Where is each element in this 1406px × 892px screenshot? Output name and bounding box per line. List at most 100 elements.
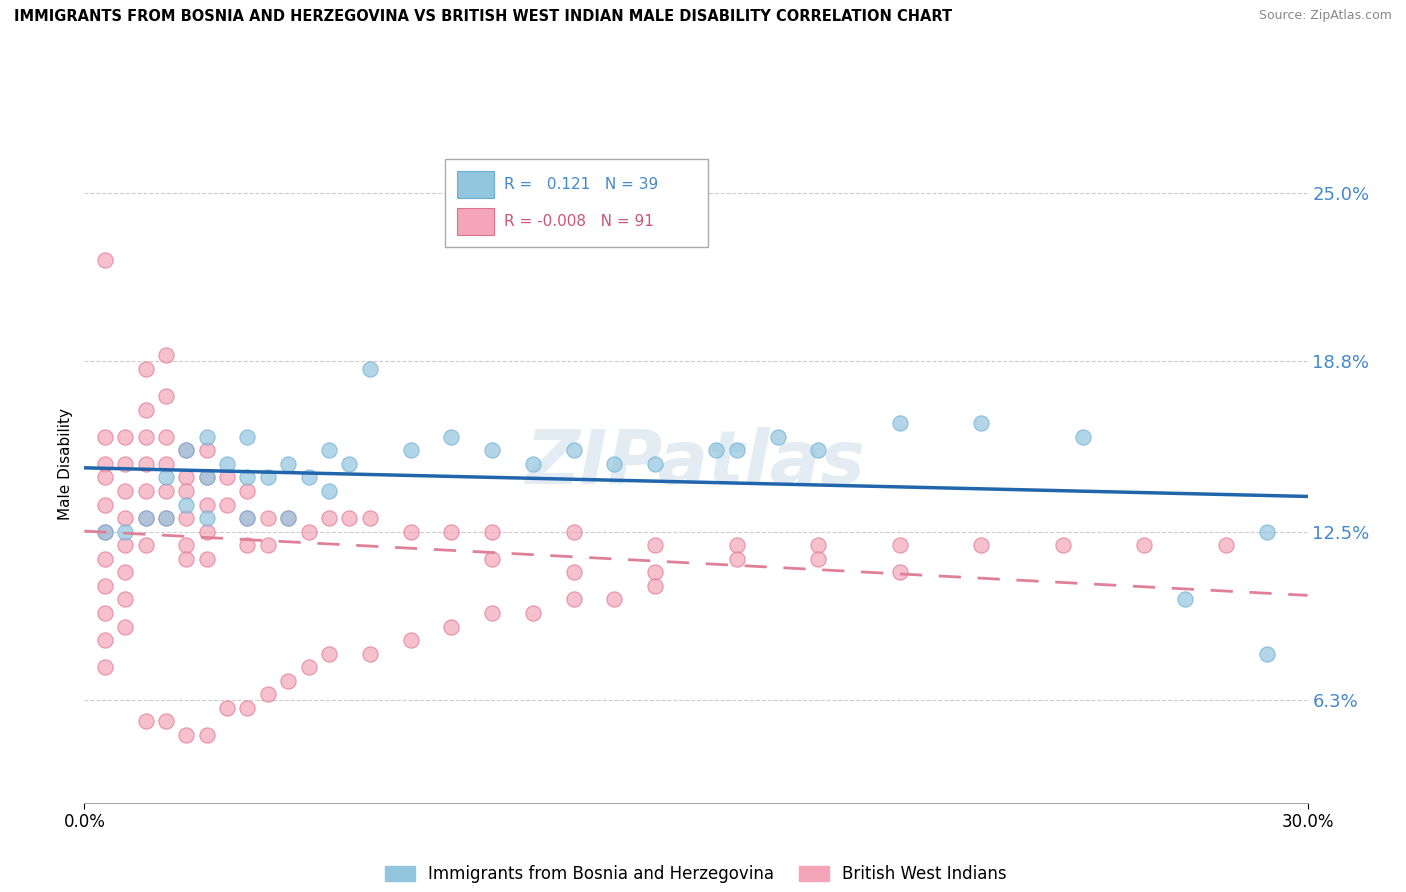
Point [298,524,321,539]
Point [114,457,136,471]
Y-axis label: Male Disability: Male Disability [58,408,73,520]
Point [195,443,218,458]
Point [135,538,157,552]
Point [93,253,115,268]
Point [807,551,830,566]
Point [93,470,115,484]
Point [93,524,115,539]
Point [481,606,503,620]
Text: R = -0.008   N = 91: R = -0.008 N = 91 [503,214,654,228]
Point [174,443,197,458]
Point [93,579,115,593]
Point [174,538,197,552]
Point [155,389,177,403]
Point [195,551,218,566]
Point [135,511,157,525]
Point [318,647,340,661]
Point [603,457,626,471]
Point [725,443,748,458]
Point [1215,538,1237,552]
Point [644,579,666,593]
Point [114,511,136,525]
Point [174,483,197,498]
Point [236,511,259,525]
Point [522,457,544,471]
Point [1071,430,1094,444]
Text: R =   0.121   N = 39: R = 0.121 N = 39 [503,177,658,192]
Point [562,524,585,539]
Point [236,470,259,484]
Point [135,362,157,376]
Point [339,511,360,525]
Point [93,457,115,471]
Text: Source: ZipAtlas.com: Source: ZipAtlas.com [1258,9,1392,22]
Point [725,538,748,552]
Point [1052,538,1074,552]
Point [114,430,136,444]
Point [257,470,280,484]
Point [277,511,299,525]
Point [807,443,830,458]
Point [155,430,177,444]
Point [93,660,115,674]
Point [236,538,259,552]
Point [481,551,503,566]
Point [257,687,280,701]
Point [440,524,463,539]
Point [399,633,422,648]
Point [298,660,321,674]
Point [155,470,177,484]
Point [236,483,259,498]
Point [236,511,259,525]
Point [93,524,115,539]
Point [725,551,748,566]
Text: ZIPatlas: ZIPatlas [526,427,866,500]
Point [195,728,218,742]
Point [257,538,280,552]
Point [155,714,177,729]
Point [562,443,585,458]
Point [236,430,259,444]
Point [114,524,136,539]
Point [440,430,463,444]
Point [359,362,381,376]
Point [93,633,115,648]
Point [440,619,463,633]
Point [1256,647,1278,661]
Point [195,498,218,512]
Point [399,524,422,539]
Point [1133,538,1156,552]
Point [155,483,177,498]
Point [277,457,299,471]
Point [155,457,177,471]
Point [174,728,197,742]
Point [174,551,197,566]
Point [135,402,157,417]
Point [217,701,239,715]
Point [114,483,136,498]
Point [807,538,830,552]
Point [766,430,789,444]
Point [481,443,503,458]
Point [399,443,422,458]
Point [217,498,239,512]
Point [970,538,993,552]
Point [644,566,666,580]
Point [970,416,993,430]
Point [114,538,136,552]
Point [889,416,911,430]
Text: IMMIGRANTS FROM BOSNIA AND HERZEGOVINA VS BRITISH WEST INDIAN MALE DISABILITY CO: IMMIGRANTS FROM BOSNIA AND HERZEGOVINA V… [14,9,952,24]
Point [155,511,177,525]
Point [195,430,218,444]
Point [644,538,666,552]
Point [603,592,626,607]
Point [644,457,666,471]
Bar [457,208,494,235]
Point [135,483,157,498]
Point [359,647,381,661]
Bar [457,171,494,198]
Point [318,443,340,458]
Point [174,498,197,512]
Point [481,524,503,539]
Point [562,592,585,607]
